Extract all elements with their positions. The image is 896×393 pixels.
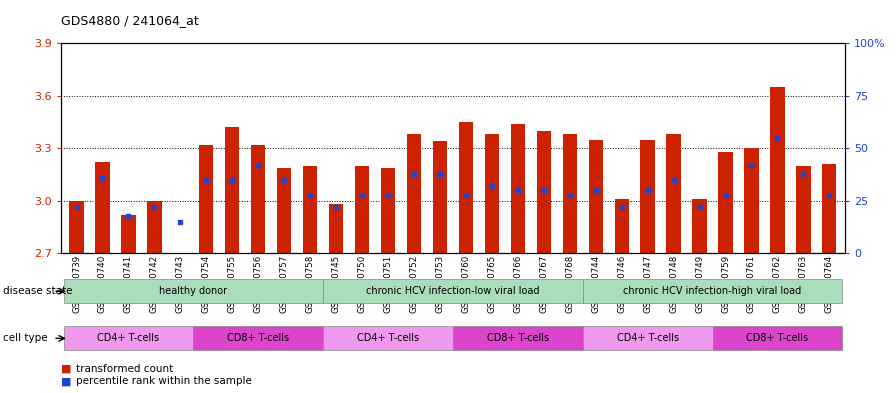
Bar — [719, 152, 733, 253]
Text: healthy donor: healthy donor — [159, 286, 228, 296]
Text: cell type: cell type — [3, 333, 47, 343]
Bar — [823, 164, 837, 253]
Text: chronic HCV infection-high viral load: chronic HCV infection-high viral load — [624, 286, 802, 296]
Text: transformed count: transformed count — [76, 364, 174, 374]
Bar — [251, 145, 265, 253]
FancyBboxPatch shape — [582, 279, 842, 303]
Bar — [355, 166, 369, 253]
Bar — [511, 124, 525, 253]
FancyBboxPatch shape — [64, 279, 323, 303]
Bar — [745, 148, 759, 253]
FancyBboxPatch shape — [712, 326, 842, 351]
Bar — [589, 140, 603, 253]
Text: ■: ■ — [61, 364, 72, 374]
Bar — [69, 201, 83, 253]
Bar — [563, 134, 577, 253]
Text: chronic HCV infection-low viral load: chronic HCV infection-low viral load — [366, 286, 539, 296]
Bar — [615, 199, 629, 253]
Bar — [667, 134, 681, 253]
Bar — [797, 166, 811, 253]
FancyBboxPatch shape — [194, 326, 323, 351]
FancyBboxPatch shape — [323, 326, 452, 351]
Bar — [147, 201, 161, 253]
Bar — [771, 87, 785, 253]
Text: CD8+ T-cells: CD8+ T-cells — [487, 333, 549, 343]
Bar — [433, 141, 447, 253]
Text: CD8+ T-cells: CD8+ T-cells — [228, 333, 289, 343]
Bar — [303, 166, 317, 253]
Bar — [407, 134, 421, 253]
Bar — [329, 204, 343, 253]
Bar — [381, 168, 395, 253]
Text: ■: ■ — [61, 376, 72, 386]
Bar — [485, 134, 499, 253]
Bar — [225, 127, 239, 253]
Bar — [199, 145, 213, 253]
Bar — [459, 122, 473, 253]
Text: disease state: disease state — [3, 286, 73, 296]
Text: percentile rank within the sample: percentile rank within the sample — [76, 376, 252, 386]
Text: CD8+ T-cells: CD8+ T-cells — [746, 333, 808, 343]
FancyBboxPatch shape — [582, 326, 712, 351]
Bar — [537, 131, 551, 253]
FancyBboxPatch shape — [64, 326, 194, 351]
FancyBboxPatch shape — [452, 326, 582, 351]
Text: CD4+ T-cells: CD4+ T-cells — [98, 333, 159, 343]
Bar — [693, 199, 707, 253]
Bar — [95, 162, 109, 253]
Bar — [277, 168, 291, 253]
Bar — [641, 140, 655, 253]
Text: GDS4880 / 241064_at: GDS4880 / 241064_at — [61, 14, 199, 27]
FancyBboxPatch shape — [323, 279, 582, 303]
Text: CD4+ T-cells: CD4+ T-cells — [357, 333, 419, 343]
Bar — [121, 215, 135, 253]
Text: CD4+ T-cells: CD4+ T-cells — [616, 333, 678, 343]
